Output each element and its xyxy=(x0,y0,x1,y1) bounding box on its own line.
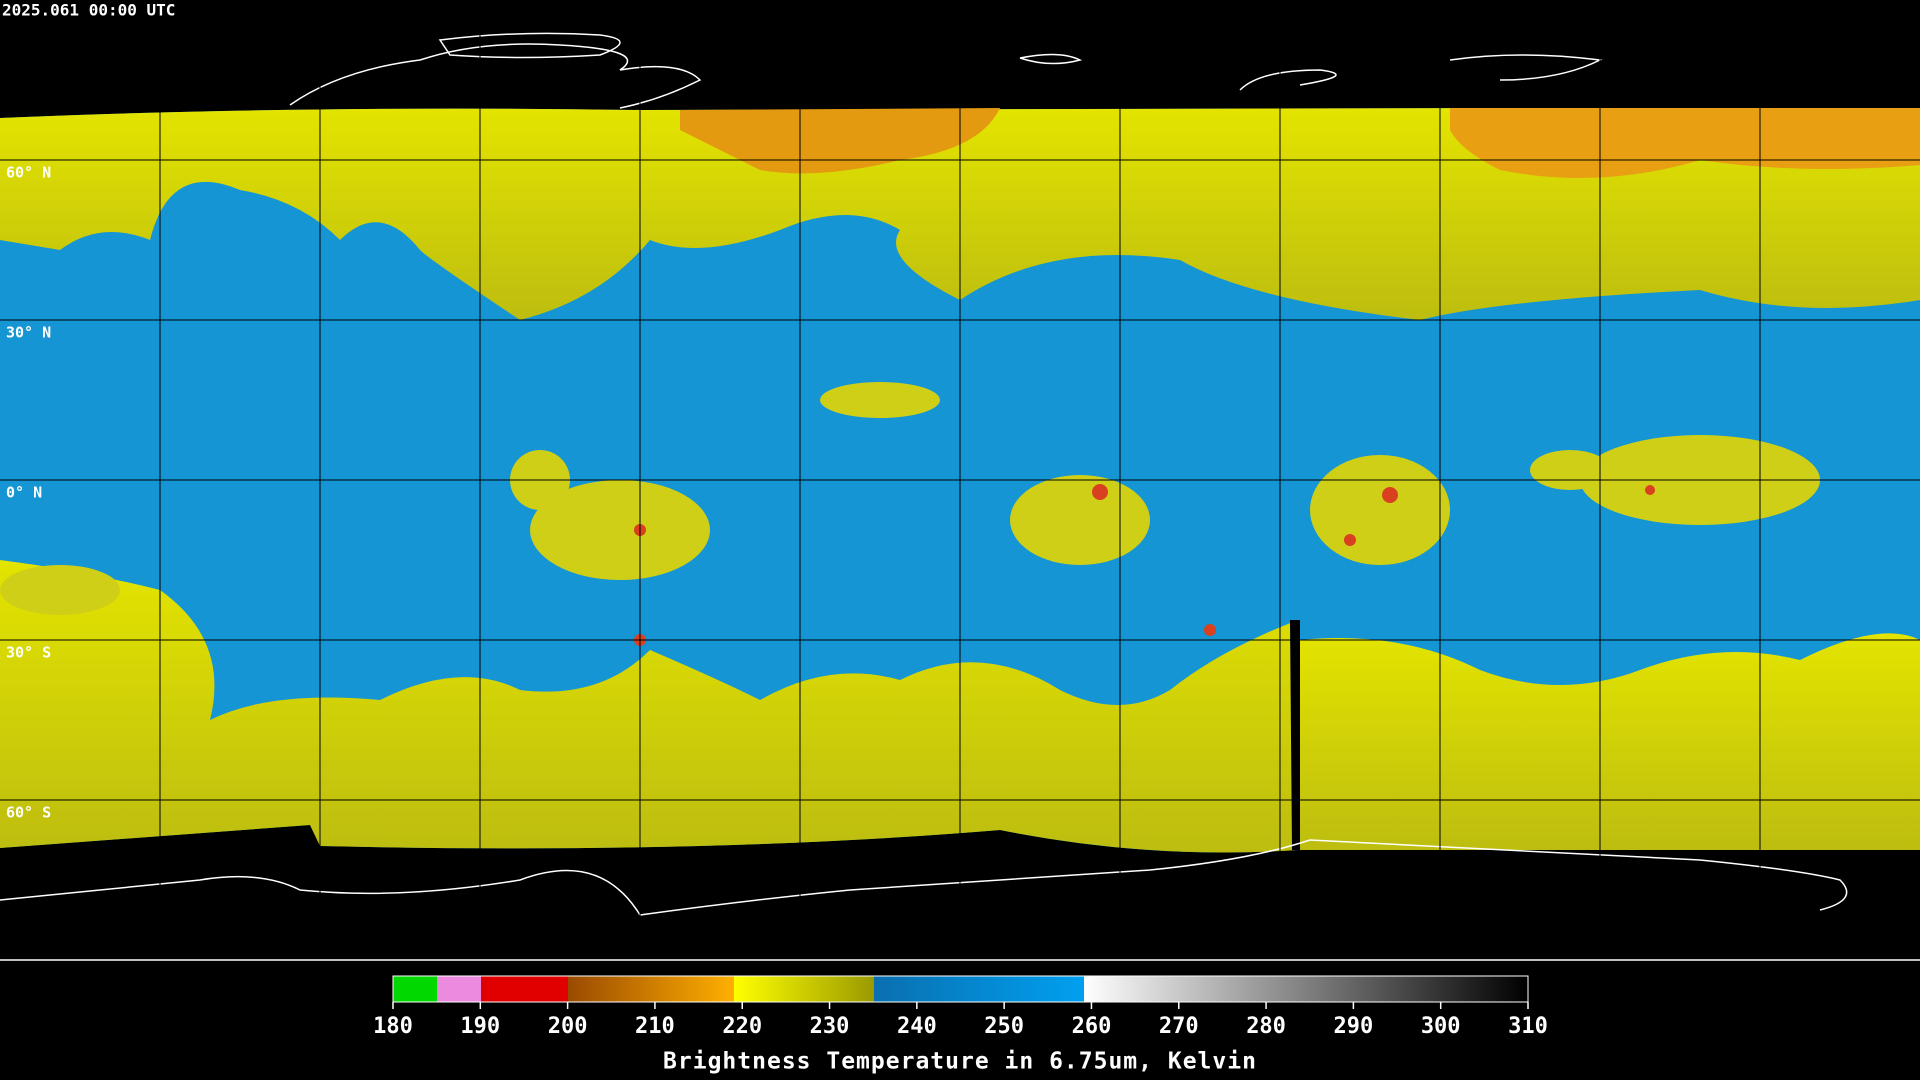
colorbar-tick-label: 280 xyxy=(1246,1014,1286,1039)
colorbar-segment xyxy=(437,976,481,1002)
colorbar-tick-label: 200 xyxy=(548,1014,588,1039)
colorbar-tick-label: 210 xyxy=(635,1014,675,1039)
timestamp: 2025.061 00:00 UTC xyxy=(2,1,175,20)
colorbar-tick-label: 270 xyxy=(1159,1014,1199,1039)
colorbar-frame xyxy=(392,975,1529,1003)
colorbar-tick-label: 220 xyxy=(722,1014,762,1039)
colorbar-segment xyxy=(734,976,874,1002)
colorbar-segment xyxy=(1084,976,1528,1002)
colorbar-segment xyxy=(481,976,568,1002)
colorbar-tick-label: 240 xyxy=(897,1014,937,1039)
colorbar-tick-label: 180 xyxy=(373,1014,413,1039)
latitude-label: 30° N xyxy=(6,324,51,342)
colorbar-title: Brightness Temperature in 6.75um, Kelvin xyxy=(663,1049,1257,1075)
colorbar-segment xyxy=(568,976,734,1002)
colorbar-tick-label: 230 xyxy=(810,1014,850,1039)
colorbar-tick-label: 250 xyxy=(984,1014,1024,1039)
latitude-label: 60° N xyxy=(6,164,51,182)
colorbar-tick-label: 190 xyxy=(460,1014,500,1039)
colorbar-tick-label: 310 xyxy=(1508,1014,1548,1039)
latitude-label: 30° S xyxy=(6,644,51,662)
colorbar-tick-label: 260 xyxy=(1072,1014,1112,1039)
colorbar-segment xyxy=(874,976,1084,1002)
colorbar-tick-label: 290 xyxy=(1334,1014,1374,1039)
colorbar xyxy=(392,975,1529,1003)
latitude-label: 60° S xyxy=(6,804,51,822)
latitude-label: 0° N xyxy=(6,484,42,502)
colorbar-tick-label: 300 xyxy=(1421,1014,1461,1039)
colorbar-segment xyxy=(393,976,437,1002)
